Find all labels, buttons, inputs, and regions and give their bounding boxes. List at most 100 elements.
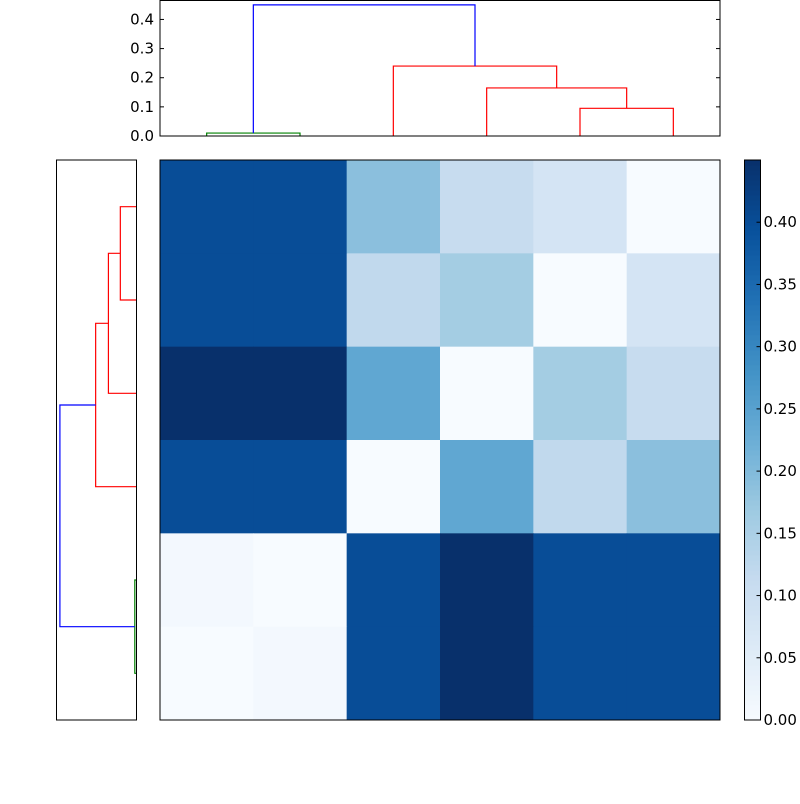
colorbar-segment xyxy=(744,340,761,346)
heatmap-cell xyxy=(440,440,534,534)
dendrogram-link xyxy=(95,322,137,488)
colorbar-segment xyxy=(744,470,761,476)
colorbar-segment xyxy=(744,460,761,466)
colorbar-segment xyxy=(744,450,761,456)
heatmap-cell xyxy=(440,160,534,254)
colorbar-segment xyxy=(744,530,761,536)
dendrogram-link xyxy=(486,87,628,136)
heatmap-cell xyxy=(440,626,534,721)
colorbar-segment xyxy=(744,645,761,651)
colorbar-segment xyxy=(744,175,761,181)
heatmap-cell xyxy=(626,440,721,534)
colorbar-segment xyxy=(744,345,761,351)
colorbar-segment xyxy=(744,310,761,316)
colorbar-segment xyxy=(744,165,761,171)
heatmap-cell xyxy=(253,160,348,254)
heatmap-cell xyxy=(160,626,254,721)
colorbar-segment xyxy=(744,545,761,551)
colorbar-segment xyxy=(744,400,761,406)
colorbar-segment xyxy=(744,490,761,496)
colorbar-segment xyxy=(744,160,761,166)
colorbar-segment xyxy=(744,285,761,291)
colorbar-segment xyxy=(744,700,761,706)
dendrogram-link xyxy=(252,4,476,134)
colorbar-tick-label: 0.25 xyxy=(764,400,797,418)
colorbar-segment xyxy=(744,240,761,246)
dendrogram-link xyxy=(392,65,558,136)
colorbar-tick-label: 0.40 xyxy=(764,213,797,231)
colorbar-segment xyxy=(744,200,761,206)
colorbar-segment xyxy=(744,630,761,636)
colorbar-segment xyxy=(744,305,761,311)
heatmap xyxy=(159,159,721,721)
colorbar-segment xyxy=(744,375,761,381)
colorbar-frame xyxy=(744,159,761,721)
colorbar-segment xyxy=(744,170,761,176)
heatmap-cell xyxy=(533,253,628,348)
colorbar-segment xyxy=(744,610,761,616)
heatmap-cell xyxy=(253,626,348,721)
heatmap-cell xyxy=(160,533,254,628)
colorbar-segment xyxy=(744,335,761,341)
dendrogram-link xyxy=(119,206,137,301)
heatmap-cell xyxy=(346,346,441,441)
colorbar-segment xyxy=(744,535,761,541)
colorbar-segment xyxy=(744,195,761,201)
colorbar-segment xyxy=(744,540,761,546)
colorbar-segment xyxy=(744,485,761,491)
heatmap-cell xyxy=(160,346,254,441)
colorbar-segment xyxy=(744,505,761,511)
colorbar-tick-label: 0.05 xyxy=(764,649,797,667)
top-dendrogram: 0.0 0.1 0.2 0.3 0.4 xyxy=(130,0,721,145)
colorbar-segment xyxy=(744,510,761,516)
colorbar-segment xyxy=(744,260,761,266)
colorbar-segment xyxy=(744,605,761,611)
colorbar-segment xyxy=(744,275,761,281)
heatmap-cell xyxy=(440,253,534,348)
heatmap-cell xyxy=(346,533,441,628)
colorbar-segment xyxy=(744,465,761,471)
colorbar-tick-label: 0.20 xyxy=(764,462,797,480)
colorbar-segment xyxy=(744,390,761,396)
colorbar-segment xyxy=(744,425,761,431)
colorbar-segment xyxy=(744,480,761,486)
colorbar-segment xyxy=(744,560,761,566)
heatmap-cell xyxy=(533,533,628,628)
colorbar-segment xyxy=(744,685,761,691)
colorbar-segment xyxy=(744,230,761,236)
heatmap-cell xyxy=(160,160,254,254)
heatmap-frame xyxy=(159,159,721,721)
colorbar-segment xyxy=(744,635,761,641)
left-dendrogram xyxy=(56,159,137,721)
colorbar-segment xyxy=(744,575,761,581)
colorbar-segment xyxy=(744,445,761,451)
left-dendrogram-frame xyxy=(56,159,137,721)
colorbar-segment xyxy=(744,430,761,436)
heatmap-cell xyxy=(533,626,628,721)
heatmap-cell xyxy=(160,440,254,534)
colorbar-tick-label: 0.30 xyxy=(764,338,797,356)
colorbar-segment xyxy=(744,320,761,326)
colorbar-segment xyxy=(744,265,761,271)
colorbar-segment xyxy=(744,620,761,626)
heatmap-cell xyxy=(253,440,348,534)
colorbar-segment xyxy=(744,710,761,716)
colorbar-segment xyxy=(744,555,761,561)
colorbar-segment xyxy=(744,455,761,461)
colorbar-segment xyxy=(744,380,761,386)
y-tick-label: 0.0 xyxy=(130,127,154,145)
colorbar-segment xyxy=(744,595,761,601)
colorbar-segment xyxy=(744,660,761,666)
colorbar-segment xyxy=(744,300,761,306)
colorbar-segment xyxy=(744,180,761,186)
colorbar-segment xyxy=(744,225,761,231)
y-tick-label: 0.2 xyxy=(130,69,154,87)
colorbar-segment xyxy=(744,355,761,361)
colorbar-segment xyxy=(744,715,761,721)
colorbar-segment xyxy=(744,495,761,501)
colorbar-segment xyxy=(744,290,761,296)
y-tick-label: 0.4 xyxy=(130,10,154,28)
heatmap-cell xyxy=(346,253,441,348)
heatmap-cell xyxy=(346,160,441,254)
